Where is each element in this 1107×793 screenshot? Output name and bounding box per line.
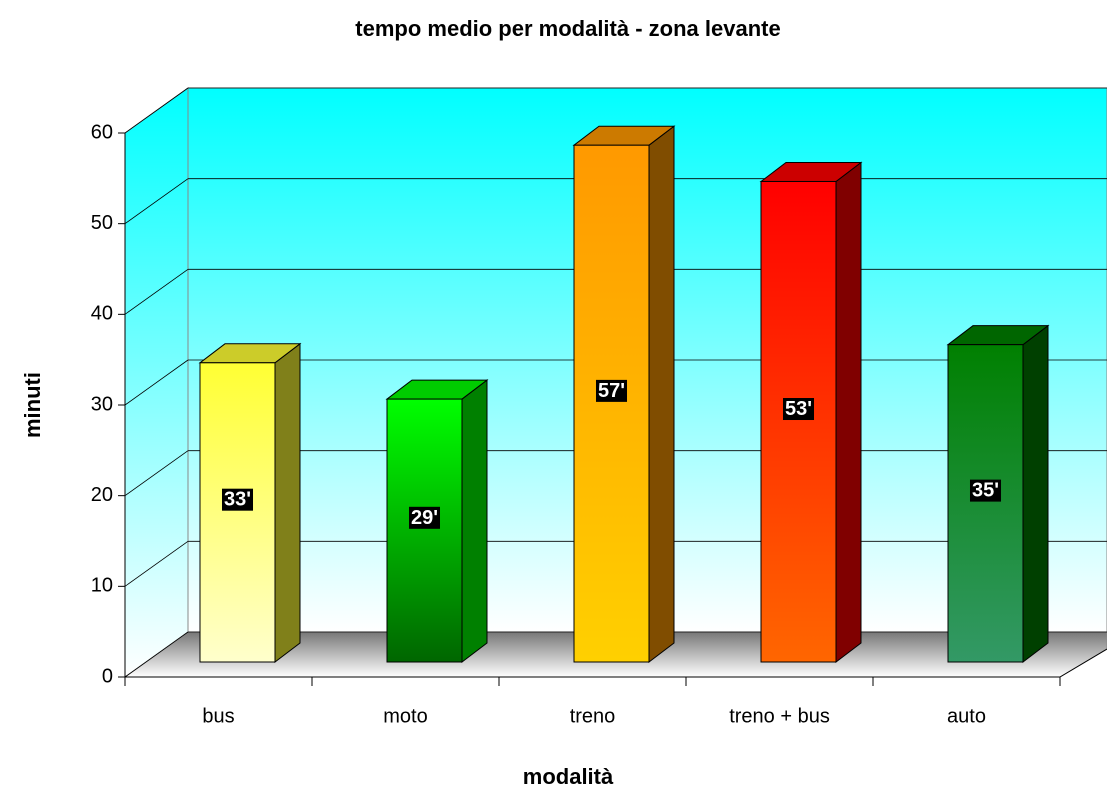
value-label-box (969, 479, 1002, 502)
y-tick-label: 0 (102, 665, 113, 687)
x-tick-label: auto (947, 705, 986, 727)
x-tick-label: bus (202, 705, 234, 727)
value-label: 29' (411, 507, 438, 529)
bar (199, 362, 276, 663)
bar (386, 398, 463, 663)
bar (573, 144, 650, 663)
value-label: 35' (972, 480, 999, 502)
x-tick-label: moto (383, 705, 427, 727)
bar-side (648, 125, 675, 664)
value-label: 57' (598, 380, 625, 402)
grid-line (124, 541, 189, 587)
grid-line (124, 631, 189, 678)
grid-line (124, 359, 189, 406)
bar-side (274, 342, 301, 664)
grid-line (124, 87, 189, 134)
bar-side (1022, 324, 1049, 664)
y-tick-label: 60 (91, 121, 113, 143)
y-tick-label: 10 (91, 575, 113, 597)
y-tick-label: 30 (91, 393, 113, 415)
chart-title: tempo medio per modalità - zona levante (355, 16, 780, 41)
x-tick-label: treno + bus (729, 705, 830, 727)
y-tick-label: 50 (91, 212, 113, 234)
y-tick-label: 40 (91, 303, 113, 325)
x-tick-label: treno (570, 705, 616, 727)
value-label-box (408, 506, 441, 529)
floor-edge (1059, 648, 1107, 678)
value-label-box (782, 398, 815, 421)
x-axis-title: modalità (523, 764, 614, 789)
y-tick-label: 20 (91, 484, 113, 506)
bar-side (835, 161, 862, 664)
bar (947, 344, 1024, 663)
grid-line (124, 269, 189, 315)
grid-line (124, 450, 189, 496)
bar-side (461, 379, 488, 664)
bar (760, 180, 837, 663)
value-label: 33' (224, 489, 251, 511)
y-axis-title: minuti (20, 372, 45, 438)
value-label-box (595, 379, 628, 402)
value-label-box (221, 488, 254, 511)
value-label: 53' (785, 398, 812, 420)
grid-line (124, 178, 189, 224)
